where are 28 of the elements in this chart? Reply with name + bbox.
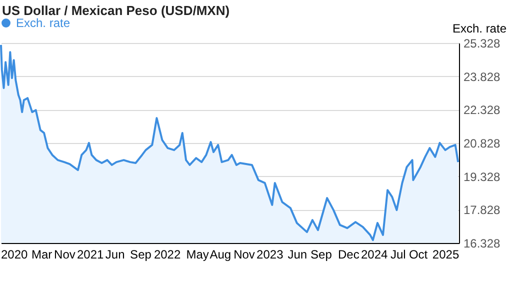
y-tick-label: 23.828 [464,70,501,84]
legend-label: Exch. rate [16,16,70,30]
x-tick-label: 2025 [432,248,460,262]
x-tick-label: Aug [210,248,232,262]
y-tick-label: 20.828 [464,136,501,150]
x-tick-label: Jun [105,248,125,262]
x-tick-label: Sep [130,248,152,262]
x-tick-label: Sep [310,248,332,262]
y-tick-label: 17.828 [464,203,501,218]
y-axis-title: Exch. rate [452,22,507,36]
x-tick-label: Jul [390,248,406,262]
x-tick-label: May [186,248,209,262]
x-tick-label: 2020 [0,248,28,262]
x-tick-label: Mar [31,248,52,262]
x-tick-label: 2022 [154,248,181,262]
x-tick-label: 2024 [360,248,388,262]
y-tick-label: 25.328 [464,36,501,50]
chart-title: US Dollar / Mexican Peso (USD/MXN) [2,3,230,18]
x-tick-label: 2023 [256,248,284,262]
x-tick-label: Nov [234,248,255,262]
x-tick-label: Oct [408,248,428,262]
y-tick-label: 22.328 [464,103,501,118]
y-tick-label: 19.328 [464,170,501,184]
x-tick-label: Jun [288,248,308,262]
x-tick-label: Nov [54,248,76,262]
x-tick-label: Dec [338,248,360,262]
x-tick-label: 2021 [77,248,104,262]
y-tick-label: 16.328 [464,236,501,250]
